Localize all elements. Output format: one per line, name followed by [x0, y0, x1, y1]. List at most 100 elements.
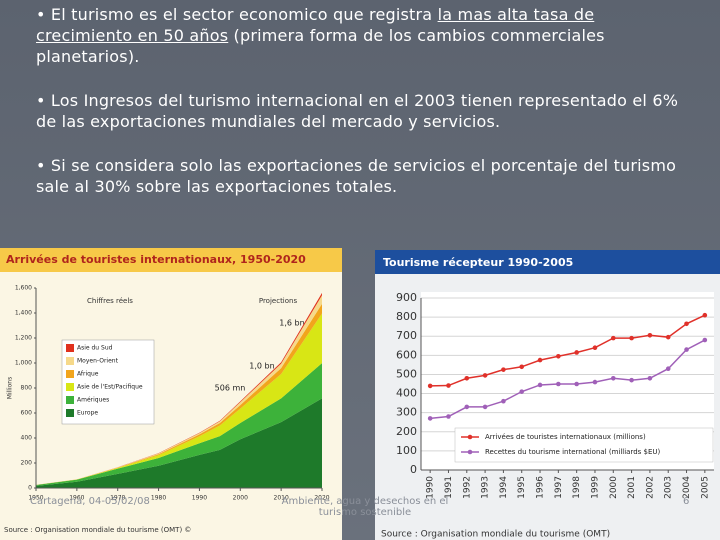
x-tick-label: 2000: [609, 476, 619, 499]
bullet: • Los Ingresos del turismo internacional…: [36, 90, 686, 132]
point: [574, 350, 579, 355]
x-tick-label: 1990: [426, 476, 436, 499]
y-tick-label: 0: [28, 485, 32, 492]
point: [629, 377, 634, 383]
x-tick-label: 1994: [499, 476, 509, 499]
point: [665, 334, 671, 340]
annotation: Projections: [259, 297, 298, 305]
legend-swatch: [66, 344, 74, 352]
y-tick-label: 500: [396, 367, 417, 380]
legend-label: Asie de l'Est/Pacifique: [77, 384, 143, 391]
area: [36, 363, 322, 486]
x-tick-label: 1950: [28, 495, 43, 502]
point: [501, 398, 506, 404]
point: [464, 404, 470, 410]
chart: Arrivées de touristes internationaux, 19…: [0, 248, 342, 540]
chart: Tourisme récepteur 1990-2005 Source : Or…: [375, 250, 720, 540]
legend-marker: [467, 434, 473, 440]
legend-box: [454, 427, 714, 463]
title-band: [375, 250, 720, 274]
chart-title: Tourisme récepteur 1990-2005: [383, 256, 573, 269]
point: [427, 383, 433, 389]
x-tick-label: 1996: [536, 476, 546, 499]
x-tick-label: 2000: [233, 495, 248, 502]
y-tick-label: 1,000: [15, 360, 32, 367]
y-tick-label: 200: [396, 425, 417, 438]
area: [36, 313, 322, 485]
x-tick-label: 1992: [462, 476, 472, 499]
point: [446, 383, 451, 388]
y-tick-label: 800: [396, 310, 417, 323]
underlined-text: la mas alta tasa de crecimiento en 50 añ…: [36, 5, 595, 45]
point: [501, 367, 506, 372]
point: [537, 382, 543, 388]
x-tick-label: 2003: [664, 476, 674, 499]
point: [482, 404, 488, 410]
x-tick-label: 1997: [554, 476, 564, 499]
line: [430, 314, 706, 387]
legend-label: Amériques: [77, 397, 109, 404]
legend-label: Moyen-Orient: [77, 358, 119, 365]
x-tick-label: 1970: [110, 495, 125, 502]
x-tick-label: 1990: [192, 495, 207, 502]
x-tick-label: 1999: [590, 476, 600, 499]
legend-label: Afrique: [77, 371, 99, 378]
point: [702, 337, 708, 343]
y-tick-label: 1,600: [15, 285, 32, 292]
point: [629, 335, 634, 341]
line: [430, 339, 706, 420]
x-tick-label: 1991: [444, 476, 454, 499]
x-tick-label: 1998: [572, 476, 582, 499]
point: [537, 357, 543, 363]
bullet-text: • Los Ingresos del turismo internacional…: [36, 91, 679, 131]
y-tick-label: 1,400: [15, 310, 32, 317]
y-tick-label: 100: [396, 444, 417, 457]
bullet-text: • Si se considera solo las exportaciones…: [36, 156, 677, 196]
legend-swatch: [66, 383, 74, 391]
annotation: 1,0 bn: [249, 362, 274, 371]
legend-label: Arrivées de touristes internationaux (mi…: [485, 433, 646, 441]
y-tick-label: 900: [396, 291, 417, 304]
y-axis-label: Millions: [7, 377, 14, 399]
y-tick-label: 700: [396, 329, 417, 342]
legend-marker: [467, 449, 473, 455]
point: [574, 381, 579, 387]
y-tick-label: 800: [21, 385, 33, 392]
x-tick-label: 1993: [481, 476, 491, 499]
x-tick-label: 2020: [314, 495, 329, 502]
y-tick-label: 1,200: [15, 335, 32, 342]
y-tick-label: 200: [21, 460, 33, 467]
source: Source : Organisation mondiale du touris…: [4, 526, 191, 534]
point: [592, 379, 598, 385]
source: Source : Organisation mondiale du touris…: [381, 530, 610, 540]
legend-swatch: [66, 370, 74, 378]
point: [647, 375, 653, 381]
bullet: • El turismo es el sector economico que …: [36, 4, 686, 67]
point: [592, 345, 598, 350]
x-tick-label: 1995: [517, 476, 527, 499]
footer-date: Cartagena, 04-05/02/08: [30, 496, 150, 507]
y-tick-label: 400: [21, 435, 33, 442]
footer-page: 6: [683, 496, 690, 507]
y-tick-label: 0: [410, 463, 417, 476]
point: [610, 375, 616, 381]
bullet: • Si se considera solo las exportaciones…: [36, 155, 686, 197]
point: [610, 335, 616, 341]
point: [647, 332, 653, 338]
point: [665, 366, 671, 372]
point: [482, 373, 488, 378]
point: [427, 416, 433, 421]
x-tick-label: 1980: [151, 495, 166, 502]
y-tick-label: 400: [396, 387, 417, 400]
annotation: 506 mn: [215, 384, 246, 393]
legend-swatch: [66, 357, 74, 365]
x-tick-label: 2001: [627, 476, 637, 499]
title-band: [0, 248, 342, 272]
y-tick-label: 600: [21, 410, 33, 417]
y-tick-label: 300: [396, 406, 417, 419]
x-tick-label: 2010: [274, 495, 289, 502]
point: [519, 389, 525, 394]
bullet-text: • El turismo es el sector economico que …: [36, 5, 438, 24]
legend-label: Asie du Sud: [77, 345, 113, 352]
